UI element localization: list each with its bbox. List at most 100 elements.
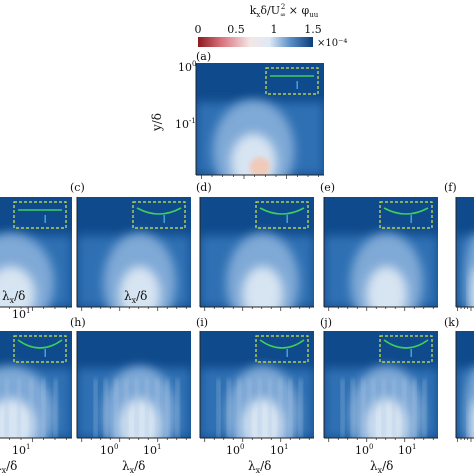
heatmap-peach-patch: [250, 157, 270, 175]
heatmap-pale-core: [119, 398, 161, 438]
heatmap-pale-core: [242, 398, 284, 438]
inset-box: [13, 201, 67, 229]
heatmap-streak: [402, 379, 406, 438]
heatmap-streak: [135, 379, 139, 438]
heatmap-streak: [227, 379, 231, 438]
inset-wall-profile: [17, 339, 63, 349]
panels: (a) (c) (d) (e) (f) (h) (i) (j) (k): [0, 50, 474, 442]
heatmap-streak: [371, 379, 375, 438]
inset-wall-profile: [383, 207, 429, 215]
heatmap-streak: [155, 379, 159, 438]
y-axis-label: y/δ: [150, 113, 164, 132]
heatmap-streak: [165, 379, 169, 438]
heatmap-streak: [299, 379, 303, 438]
panel-c: (c): [70, 181, 191, 311]
heatmap-streak: [114, 379, 118, 438]
panel-b: [0, 197, 72, 311]
x-axis-label-row2-j: λx/δ: [370, 459, 393, 474]
heatmap-pale-core: [470, 402, 474, 438]
y-tick-label-1: 10-1: [175, 117, 196, 131]
heatmap-streak: [104, 379, 108, 438]
heatmap-streak: [392, 379, 396, 438]
heatmap-streak: [29, 379, 33, 438]
panel-label-h: (h): [70, 316, 86, 329]
x-axis-label-row1-b: λx/δ: [2, 289, 25, 305]
y-tick-label-0: 100: [178, 60, 196, 74]
panel-label-d: (d): [196, 181, 212, 194]
x-axis-label-row2-h: λx/δ: [122, 459, 145, 474]
inset-box: [132, 201, 186, 229]
colorbar-gradient: [198, 37, 313, 47]
x-axis-label-row2-g: λx/δ: [0, 459, 17, 474]
panel-i: (i): [196, 316, 314, 442]
panel-j: (j): [320, 316, 438, 442]
panel-f: (f): [444, 181, 474, 311]
inset-box: [13, 335, 67, 363]
x-tick-label-row1-b: 101: [12, 307, 30, 321]
panel-g: [0, 331, 72, 442]
inset-box: [379, 335, 433, 363]
heatmap-streak: [247, 379, 251, 438]
heatmap-streak: [423, 379, 427, 438]
heatmap-streak: [258, 379, 262, 438]
heatmap-streak: [341, 379, 345, 438]
heatmap-streak: [94, 379, 98, 438]
inset-wall-profile: [259, 207, 305, 215]
heatmap-streak: [176, 379, 180, 438]
x-tick-label-row2-i0: 100: [226, 443, 244, 457]
colorbar-tick-0: 0: [195, 23, 202, 36]
x-tick-label-row2-j0: 100: [355, 443, 373, 457]
heatmap-pale-core: [470, 270, 474, 307]
inset-box: [255, 335, 309, 363]
heatmap-pale-core: [0, 266, 36, 307]
panel-label-a: (a): [196, 50, 211, 63]
heatmap-streak: [382, 379, 386, 438]
heatmap-streak: [361, 379, 365, 438]
x-axis-label-row1-c: λx/δ: [124, 289, 147, 305]
x-tick-label-row2-h0: 100: [100, 443, 118, 457]
heatmap-streak: [288, 379, 292, 438]
panel-label-c: (c): [70, 181, 85, 194]
heatmap-streak: [42, 379, 46, 438]
x-tick-label-row2-i1: 101: [270, 443, 288, 457]
heatmap-pale-core: [119, 266, 161, 307]
heatmap-streak: [17, 379, 21, 438]
heatmap-pale-core: [366, 266, 408, 307]
panel-h: (h): [70, 316, 191, 442]
panel-label-k: (k): [444, 316, 459, 329]
panel-label-f: (f): [444, 181, 457, 194]
colorbar-multiplier: ×10⁻⁴: [317, 38, 347, 49]
heatmap-streak: [412, 379, 416, 438]
x-axis-label-row2-i: λx/δ: [248, 459, 271, 474]
heatmap-streak: [237, 379, 241, 438]
inset-box: [265, 67, 319, 95]
inset-box: [379, 201, 433, 229]
colorbar-title: kxδ/U∞2 × φuu: [250, 3, 319, 19]
colorbar: kxδ/U∞2 × φuu 0 0.5 1 1.5 ×10⁻⁴: [195, 3, 348, 49]
heatmap-streak: [217, 379, 221, 438]
panel-label-i: (i): [196, 316, 208, 329]
panel-label-j: (j): [320, 316, 332, 329]
panel-a: (a): [195, 50, 324, 179]
heatmap-pale-core: [242, 266, 284, 307]
x-tick-label-row2-h1: 101: [143, 443, 161, 457]
inset-wall-profile: [136, 207, 182, 215]
colorbar-tick-1: 0.5: [227, 23, 245, 36]
heatmap-streak: [124, 379, 128, 438]
heatmap-streak: [278, 379, 282, 438]
panel-k: (k): [444, 316, 474, 442]
heatmap-streak: [351, 379, 355, 438]
inset-wall-profile: [383, 339, 429, 349]
x-tick-label-row2-j1: 101: [398, 443, 416, 457]
inset-box: [255, 201, 309, 229]
heatmap-streak: [145, 379, 149, 438]
panel-e: (e): [320, 181, 438, 311]
panel-label-e: (e): [320, 181, 335, 194]
panel-d: (d): [196, 181, 314, 311]
heatmap-streak: [5, 379, 9, 438]
x-tick-label-row2-g: 101: [12, 443, 30, 457]
heatmap-pale-core: [366, 398, 408, 438]
colorbar-tick-2: 1: [271, 23, 278, 36]
colorbar-tick-3: 1.5: [304, 23, 322, 36]
